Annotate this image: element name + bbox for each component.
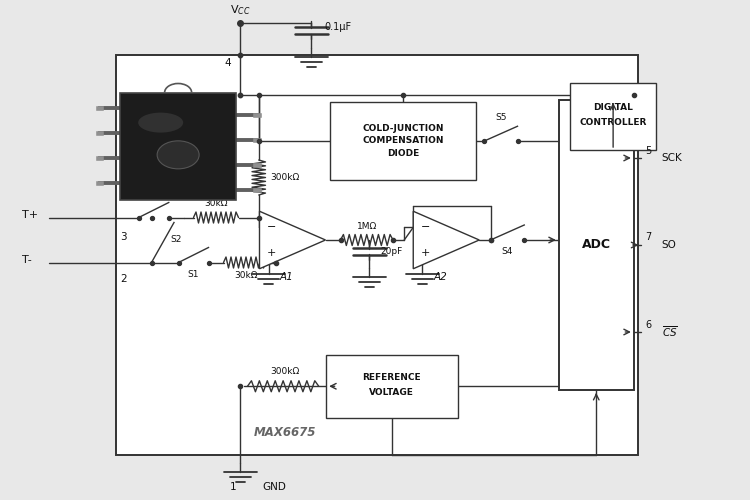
Text: 20pF: 20pF xyxy=(381,246,403,256)
Point xyxy=(234,382,246,390)
Point xyxy=(512,137,524,145)
Point xyxy=(234,18,246,26)
Point xyxy=(163,214,175,222)
Bar xyxy=(326,355,458,418)
Point xyxy=(146,258,158,266)
Text: 1: 1 xyxy=(230,482,236,492)
Text: MAX6675: MAX6675 xyxy=(254,426,316,439)
Text: DIODE: DIODE xyxy=(387,149,419,158)
Text: COLD-JUNCTION: COLD-JUNCTION xyxy=(362,124,444,133)
Text: GND: GND xyxy=(262,482,286,492)
Point xyxy=(478,137,490,145)
Text: −: − xyxy=(267,222,277,232)
Text: S5: S5 xyxy=(495,113,506,122)
Point xyxy=(253,91,265,99)
Bar xyxy=(570,82,656,150)
Text: V$_{CC}$: V$_{CC}$ xyxy=(230,4,251,18)
Text: 300kΩ: 300kΩ xyxy=(271,173,300,182)
Text: 7: 7 xyxy=(645,232,651,242)
Point xyxy=(484,236,496,244)
Point xyxy=(172,258,184,266)
Point xyxy=(133,214,145,222)
Point xyxy=(234,91,246,99)
Text: 30kΩ: 30kΩ xyxy=(204,200,228,208)
Text: 0.1μF: 0.1μF xyxy=(325,22,352,32)
Text: VOLTAGE: VOLTAGE xyxy=(370,388,414,397)
Circle shape xyxy=(158,141,200,169)
Text: 30kΩ: 30kΩ xyxy=(234,272,258,280)
Text: 5: 5 xyxy=(645,146,651,156)
Point xyxy=(518,236,530,244)
Text: S4: S4 xyxy=(502,248,513,256)
Text: DIGITAL: DIGITAL xyxy=(593,103,633,112)
Polygon shape xyxy=(413,211,479,269)
Bar xyxy=(330,102,476,180)
Text: T+: T+ xyxy=(22,210,39,220)
Text: SO: SO xyxy=(662,240,676,250)
Text: COMPENSATION: COMPENSATION xyxy=(362,136,444,145)
Text: SCK: SCK xyxy=(662,153,682,163)
Text: S1: S1 xyxy=(188,270,200,279)
Point xyxy=(334,236,346,244)
Text: CONTROLLER: CONTROLLER xyxy=(580,118,646,126)
Text: −: − xyxy=(421,222,430,232)
Point xyxy=(484,236,496,244)
Text: REFERENCE: REFERENCE xyxy=(362,373,422,382)
Bar xyxy=(559,100,634,390)
Polygon shape xyxy=(260,211,326,269)
Text: 2: 2 xyxy=(120,274,127,283)
Point xyxy=(270,258,282,266)
Ellipse shape xyxy=(138,112,183,132)
Point xyxy=(146,214,158,222)
Text: ADC: ADC xyxy=(582,238,610,252)
Point xyxy=(253,214,265,222)
Text: A2: A2 xyxy=(433,272,447,282)
Text: 3: 3 xyxy=(120,232,127,241)
Bar xyxy=(116,55,638,455)
Point xyxy=(398,91,410,99)
Text: 300kΩ: 300kΩ xyxy=(270,367,299,376)
Text: A1: A1 xyxy=(280,272,293,282)
Point xyxy=(628,91,640,99)
Text: S3: S3 xyxy=(148,190,160,198)
Text: 1MΩ: 1MΩ xyxy=(357,222,376,231)
Point xyxy=(253,137,265,145)
Text: 6: 6 xyxy=(645,320,651,330)
Point xyxy=(202,258,214,266)
Text: 4: 4 xyxy=(224,58,231,68)
Text: $\overline{CS}$: $\overline{CS}$ xyxy=(662,324,677,340)
Text: +: + xyxy=(421,248,430,258)
Text: +: + xyxy=(267,248,277,258)
Point xyxy=(234,51,246,59)
Bar xyxy=(120,92,236,200)
Text: T-: T- xyxy=(22,255,32,265)
Point xyxy=(387,236,399,244)
Text: S2: S2 xyxy=(170,236,182,244)
